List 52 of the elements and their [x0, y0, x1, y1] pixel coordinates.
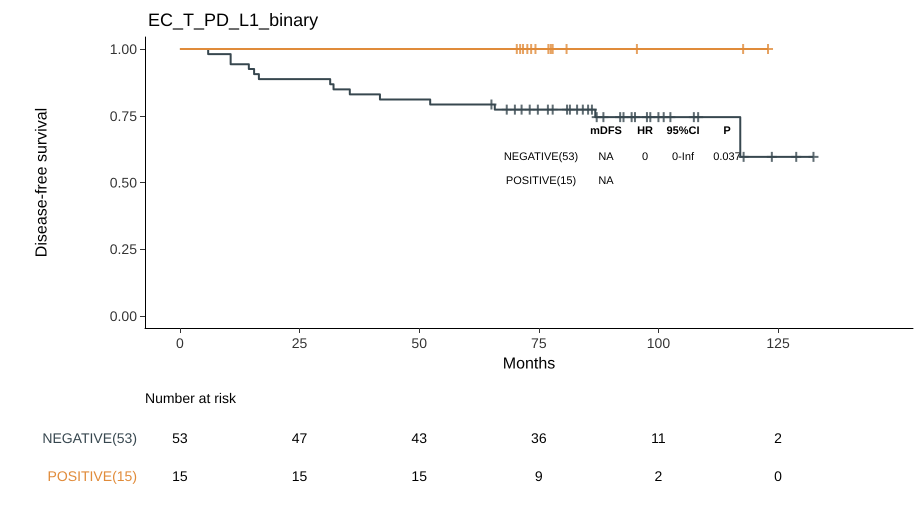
point — [546, 104, 559, 116]
y-tick-label: 0.00 — [110, 308, 138, 324]
y-tick-label: 0.50 — [110, 174, 138, 190]
annotation: HR — [637, 125, 653, 137]
y-tick-label: 0.75 — [110, 108, 138, 124]
x-tick-label: 100 — [646, 335, 670, 351]
text: POSITIVE(15) — [48, 468, 137, 484]
x-tick-label: 75 — [531, 335, 547, 351]
text: 11 — [651, 430, 666, 446]
chart-title: EC_T_PD_L1_binary — [148, 10, 318, 30]
point — [644, 111, 656, 124]
annotation: mDFS — [590, 125, 622, 137]
annotation: 95%CI — [666, 125, 700, 137]
point — [692, 111, 704, 124]
point — [532, 104, 544, 116]
point — [664, 111, 676, 124]
x-axis-title: Months — [502, 356, 556, 372]
annotation: NA — [598, 175, 614, 187]
x-tick-label: 50 — [411, 335, 428, 351]
annotation: NA — [598, 151, 614, 163]
annotation: 0 — [642, 151, 648, 163]
annotation: NEGATIVE(53) — [504, 151, 578, 163]
point — [524, 104, 536, 116]
x-tick-label: 125 — [766, 335, 790, 351]
text: 15 — [411, 468, 428, 484]
y-tick-label: 0.25 — [110, 241, 138, 258]
text: NEGATIVE(53) — [42, 430, 137, 446]
point — [628, 111, 641, 124]
annotation: POSITIVE(15) — [506, 175, 576, 187]
text: 47 — [292, 430, 308, 446]
text: 53 — [172, 430, 188, 446]
annotation: P — [723, 125, 731, 137]
x-tick-label: 25 — [292, 335, 308, 351]
point — [790, 150, 802, 163]
x-tick-label: 0 — [176, 335, 184, 351]
point — [807, 150, 820, 163]
text: 0 — [774, 468, 782, 484]
text: 43 — [411, 430, 428, 446]
y-axis-title: Disease-free survival — [34, 108, 50, 258]
text: 36 — [531, 430, 547, 446]
text: 9 — [534, 468, 543, 484]
y-tick-label: 1.00 — [110, 41, 138, 58]
text: Number at risk — [145, 390, 238, 406]
text: 2 — [654, 468, 663, 484]
text: 2 — [774, 430, 782, 446]
text: 15 — [292, 468, 308, 484]
point — [597, 111, 610, 124]
point — [500, 104, 513, 116]
point — [766, 150, 778, 163]
text: 15 — [172, 468, 188, 484]
annotation: 0-Inf — [672, 151, 695, 163]
annotation: 0.037 — [713, 151, 741, 163]
